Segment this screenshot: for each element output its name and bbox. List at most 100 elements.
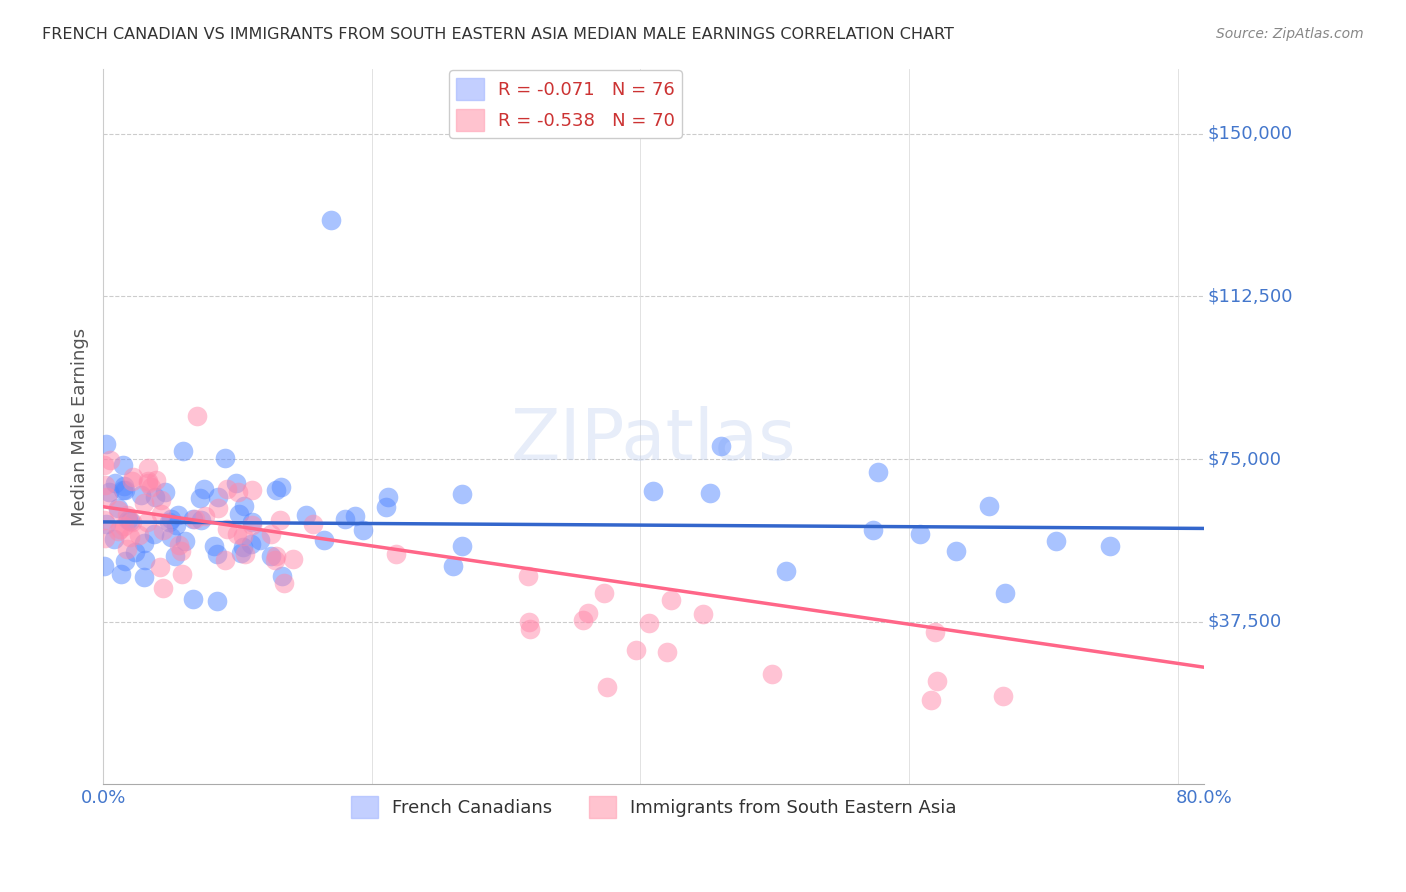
French Canadians xyxy=(129,488,152,502)
French Canadians xyxy=(240,516,263,530)
Immigrants from South Eastern Asia xyxy=(93,458,115,472)
French Canadians xyxy=(207,490,229,504)
French Canadians xyxy=(232,500,254,514)
French Canadians xyxy=(225,476,247,491)
Immigrants from South Eastern Asia xyxy=(172,567,194,582)
French Canadians xyxy=(157,515,180,529)
French Canadians xyxy=(94,437,117,451)
Immigrants from South Eastern Asia xyxy=(184,512,207,526)
Legend: French Canadians, Immigrants from South Eastern Asia: French Canadians, Immigrants from South … xyxy=(343,789,965,825)
Immigrants from South Eastern Asia xyxy=(107,503,129,517)
French Canadians xyxy=(295,508,318,522)
French Canadians xyxy=(775,564,797,578)
French Canadians xyxy=(132,570,155,584)
French Canadians xyxy=(132,536,155,550)
Immigrants from South Eastern Asia xyxy=(170,543,193,558)
French Canadians xyxy=(994,586,1017,600)
Immigrants from South Eastern Asia xyxy=(186,409,208,423)
French Canadians xyxy=(190,513,212,527)
French Canadians xyxy=(377,490,399,504)
Immigrants from South Eastern Asia xyxy=(233,547,256,561)
French Canadians xyxy=(205,547,228,561)
French Canadians xyxy=(190,491,212,505)
French Canadians xyxy=(97,485,120,500)
Immigrants from South Eastern Asia xyxy=(260,527,283,541)
French Canadians xyxy=(352,523,374,537)
Immigrants from South Eastern Asia xyxy=(121,474,143,488)
Immigrants from South Eastern Asia xyxy=(135,515,157,529)
French Canadians xyxy=(110,567,132,582)
Immigrants from South Eastern Asia xyxy=(214,552,236,566)
French Canadians xyxy=(193,482,215,496)
French Canadians xyxy=(114,553,136,567)
Text: ZIPatlas: ZIPatlas xyxy=(510,406,797,475)
Immigrants from South Eastern Asia xyxy=(240,518,263,533)
Immigrants from South Eastern Asia xyxy=(761,666,783,681)
Immigrants from South Eastern Asia xyxy=(149,493,172,508)
French Canadians xyxy=(160,512,183,526)
Immigrants from South Eastern Asia xyxy=(269,513,291,527)
Immigrants from South Eastern Asia xyxy=(152,581,174,595)
Immigrants from South Eastern Asia xyxy=(302,516,325,531)
Immigrants from South Eastern Asia xyxy=(226,485,249,500)
Immigrants from South Eastern Asia xyxy=(120,530,142,544)
Immigrants from South Eastern Asia xyxy=(596,680,619,694)
Immigrants from South Eastern Asia xyxy=(920,693,942,707)
Immigrants from South Eastern Asia xyxy=(519,622,541,636)
Immigrants from South Eastern Asia xyxy=(264,549,287,563)
French Canadians xyxy=(977,499,1000,513)
French Canadians xyxy=(270,480,292,494)
French Canadians xyxy=(104,475,127,490)
French Canadians xyxy=(112,483,135,498)
French Canadians xyxy=(699,485,721,500)
Immigrants from South Eastern Asia xyxy=(121,515,143,529)
Immigrants from South Eastern Asia xyxy=(150,508,173,522)
Immigrants from South Eastern Asia xyxy=(215,482,238,496)
Immigrants from South Eastern Asia xyxy=(638,616,661,631)
French Canadians xyxy=(441,559,464,574)
Immigrants from South Eastern Asia xyxy=(692,607,714,621)
Immigrants from South Eastern Asia xyxy=(225,527,247,541)
Immigrants from South Eastern Asia xyxy=(263,553,285,567)
French Canadians xyxy=(249,533,271,547)
Immigrants from South Eastern Asia xyxy=(232,528,254,542)
French Canadians xyxy=(134,553,156,567)
French Canadians xyxy=(214,450,236,465)
Immigrants from South Eastern Asia xyxy=(925,673,948,688)
French Canadians xyxy=(172,444,194,458)
Immigrants from South Eastern Asia xyxy=(924,625,946,640)
French Canadians xyxy=(181,512,204,526)
French Canadians xyxy=(343,509,366,524)
French Canadians xyxy=(205,594,228,608)
Y-axis label: Median Male Earnings: Median Male Earnings xyxy=(72,327,89,525)
Immigrants from South Eastern Asia xyxy=(576,606,599,620)
French Canadians xyxy=(862,523,884,537)
French Canadians xyxy=(641,484,664,499)
Immigrants from South Eastern Asia xyxy=(110,522,132,536)
French Canadians xyxy=(270,569,292,583)
French Canadians xyxy=(118,514,141,528)
Immigrants from South Eastern Asia xyxy=(217,522,239,536)
French Canadians xyxy=(866,466,889,480)
French Canadians xyxy=(375,500,398,515)
Immigrants from South Eastern Asia xyxy=(107,524,129,539)
Immigrants from South Eastern Asia xyxy=(194,509,217,524)
Immigrants from South Eastern Asia xyxy=(624,642,647,657)
Text: $112,500: $112,500 xyxy=(1208,287,1292,305)
Immigrants from South Eastern Asia xyxy=(121,470,143,484)
Text: Source: ZipAtlas.com: Source: ZipAtlas.com xyxy=(1216,27,1364,41)
French Canadians xyxy=(103,533,125,547)
Immigrants from South Eastern Asia xyxy=(273,575,295,590)
Immigrants from South Eastern Asia xyxy=(145,473,167,487)
Immigrants from South Eastern Asia xyxy=(134,496,156,510)
Immigrants from South Eastern Asia xyxy=(593,586,616,600)
French Canadians xyxy=(93,559,115,574)
French Canadians xyxy=(165,517,187,532)
Immigrants from South Eastern Asia xyxy=(152,523,174,537)
French Canadians xyxy=(335,511,357,525)
Immigrants from South Eastern Asia xyxy=(96,490,118,504)
Immigrants from South Eastern Asia xyxy=(98,452,121,467)
Immigrants from South Eastern Asia xyxy=(572,613,595,627)
Immigrants from South Eastern Asia xyxy=(141,480,163,494)
Immigrants from South Eastern Asia xyxy=(283,552,305,566)
